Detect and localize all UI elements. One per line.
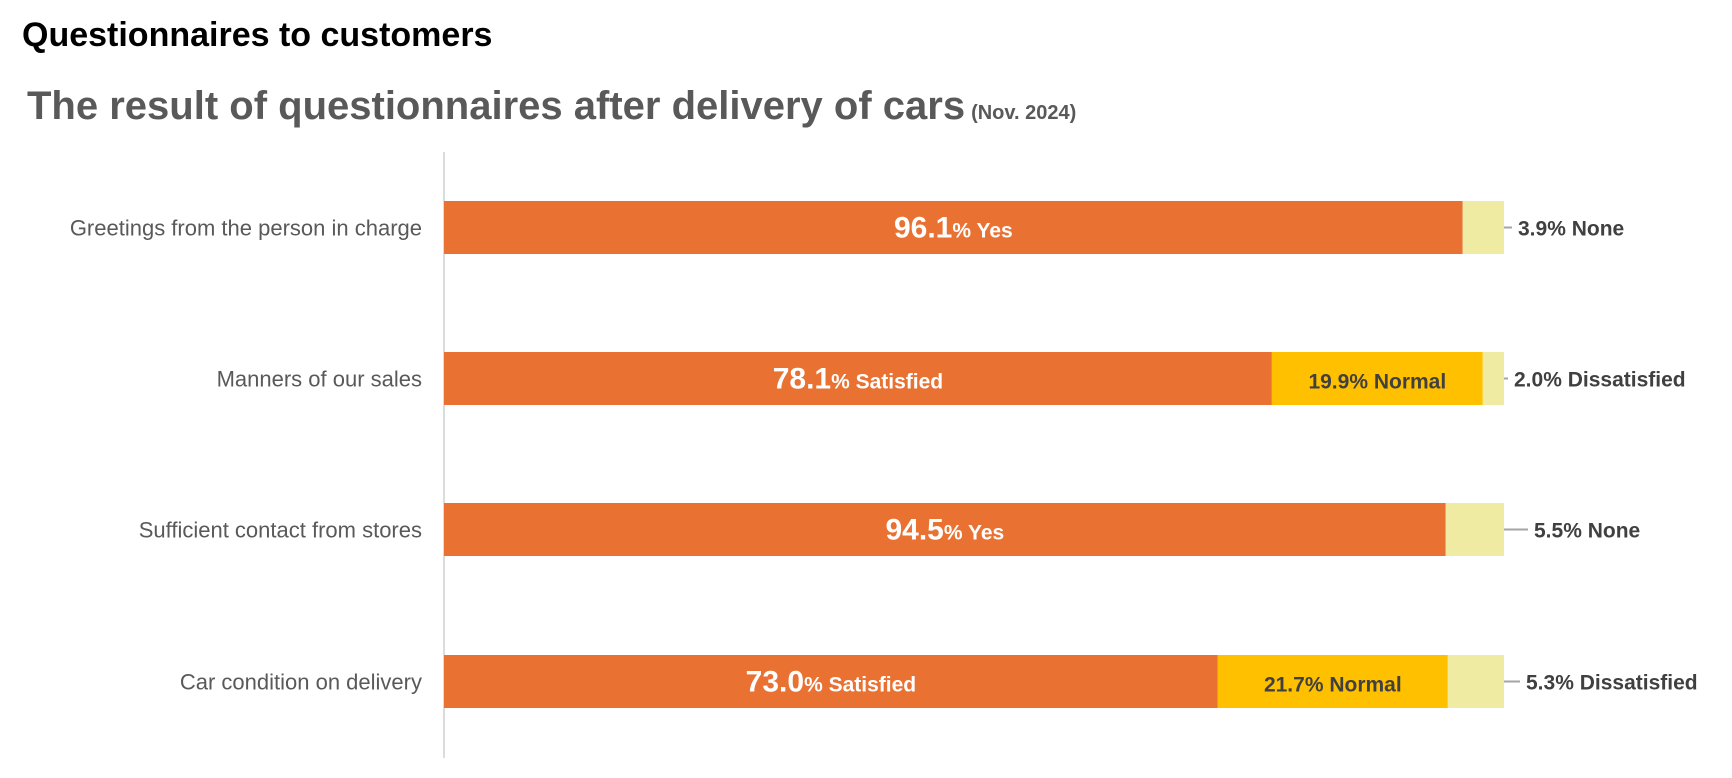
category-label: Manners of our sales	[217, 367, 422, 392]
chart-date: (Nov. 2024)	[971, 102, 1077, 124]
data-label-text: % None	[1563, 520, 1640, 543]
data-label-text: % Normal	[1349, 371, 1446, 394]
data-label-text: % Dissatisfied	[1555, 672, 1697, 695]
data-label-value: 94.5	[885, 514, 943, 547]
data-label: 5.5% None	[1534, 520, 1640, 543]
data-label-value: 3.9	[1518, 218, 1547, 241]
data-label: 3.9% None	[1518, 218, 1624, 241]
data-label-text: % Satisfied	[804, 674, 916, 697]
bar-segment	[1445, 503, 1504, 556]
data-label-text: % Normal	[1305, 674, 1402, 697]
data-label-value: 2.0	[1514, 369, 1543, 392]
data-label: 78.1% Satisfied	[773, 363, 943, 396]
bar-segment	[1447, 655, 1504, 708]
data-label: 94.5% Yes	[885, 514, 1004, 547]
bar-segment	[444, 352, 1272, 405]
chart-title-text: The result of questionnaires after deliv…	[27, 84, 966, 128]
data-label: 21.7% Normal	[1264, 674, 1402, 697]
data-label-value: 5.5	[1534, 520, 1564, 543]
data-label-text: % Satisfied	[831, 371, 943, 394]
bar-segment	[1271, 352, 1483, 405]
data-label-value: 96.1	[894, 212, 952, 245]
data-label: 2.0% Dissatisfied	[1514, 369, 1686, 392]
data-label-value: 21.7	[1264, 674, 1305, 697]
bar-segment	[1462, 201, 1504, 254]
data-label-text: % Dissatisfied	[1543, 369, 1685, 392]
bar-segment	[444, 503, 1446, 556]
data-label-value: 78.1	[773, 363, 831, 396]
category-label: Sufficient contact from stores	[139, 518, 422, 543]
data-label: 5.3% Dissatisfied	[1526, 672, 1698, 695]
bar-segment	[444, 655, 1218, 708]
category-label: Car condition on delivery	[180, 670, 422, 695]
data-label-text: % None	[1547, 218, 1624, 241]
data-label-text: % Yes	[952, 220, 1012, 243]
data-label: 19.9% Normal	[1308, 371, 1446, 394]
data-label-value: 5.3	[1526, 672, 1555, 695]
data-label: 73.0% Satisfied	[746, 666, 916, 699]
data-label-value: 73.0	[746, 666, 804, 699]
data-label-text: % Yes	[944, 522, 1004, 545]
bar-segment	[1482, 352, 1504, 405]
data-label-value: 19.9	[1308, 371, 1349, 394]
page-title: Questionnaires to customers	[22, 16, 493, 54]
data-label: 96.1% Yes	[894, 212, 1013, 245]
bar-segment	[1217, 655, 1448, 708]
bar-segment	[444, 201, 1463, 254]
category-label: Greetings from the person in charge	[70, 216, 422, 241]
chart-title: The result of questionnaires after deliv…	[27, 84, 1076, 129]
